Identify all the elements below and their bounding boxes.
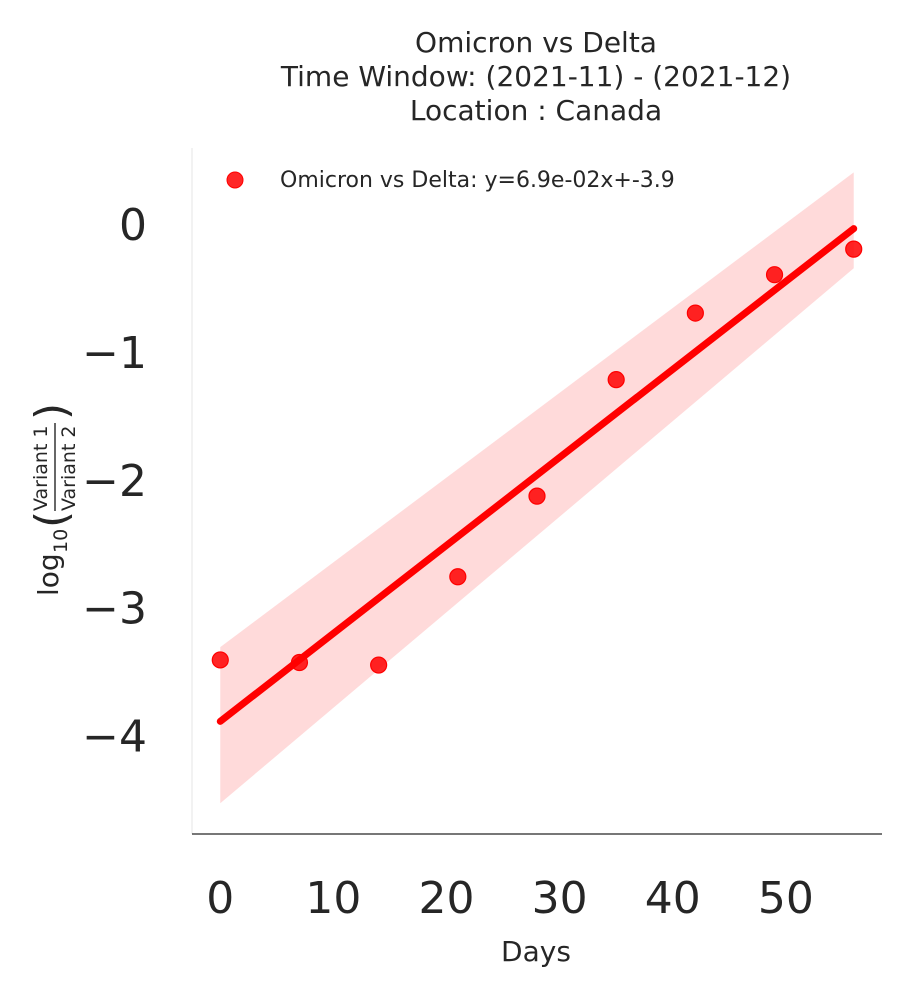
y-tick-label: −3 <box>82 584 147 635</box>
y-tick-label: −4 <box>82 712 147 763</box>
chart-title-line-1: Omicron vs Delta <box>415 26 657 59</box>
x-tick-label: 10 <box>305 873 361 924</box>
y-tick-label: −2 <box>82 456 147 507</box>
plot-area <box>211 172 863 804</box>
legend: Omicron vs Delta: y=6.9e-02x+-3.9 <box>226 168 675 193</box>
data-point <box>211 651 229 669</box>
y-axis-label-right-paren: ) <box>26 403 77 420</box>
data-point <box>845 240 863 258</box>
chart-title-line-3: Location : Canada <box>410 94 662 127</box>
chart-title-line-2: Time Window: (2021-11) - (2021-12) <box>280 60 791 93</box>
y-tick-labels: 0 −1 −2 −3 −4 <box>82 200 147 763</box>
data-point <box>686 304 704 322</box>
data-point <box>607 371 625 389</box>
data-point <box>765 266 784 284</box>
y-axis-label-base: 10 <box>50 529 72 553</box>
data-point <box>449 568 467 586</box>
y-tick-label: 0 <box>119 200 147 251</box>
y-axis-label-numerator: Variant 1 <box>30 425 52 511</box>
legend-label: Omicron vs Delta: y=6.9e-02x+-3.9 <box>280 168 675 193</box>
regression-line <box>216 225 858 725</box>
x-tick-label: 20 <box>419 873 475 924</box>
x-tick-label: 30 <box>532 873 588 924</box>
y-axis-label-denominator: Variant 2 <box>58 425 80 511</box>
y-axis-label: log 10 ( Variant 1 Variant 2 ) <box>26 403 80 596</box>
x-tick-label: 40 <box>645 873 701 924</box>
x-tick-labels: 0 10 20 30 40 50 <box>206 873 814 924</box>
x-tick-label: 0 <box>206 873 234 924</box>
data-point <box>370 656 388 674</box>
data-point <box>528 487 546 505</box>
legend-marker <box>226 171 244 189</box>
x-tick-label: 50 <box>758 873 814 924</box>
x-axis-label: Days <box>501 935 571 968</box>
y-tick-label: −1 <box>82 328 147 379</box>
y-axis-label-log: log <box>32 553 65 596</box>
y-axis-label-left-paren: ( <box>26 511 77 528</box>
chart-title: Omicron vs Delta Time Window: (2021-11) … <box>280 26 791 127</box>
